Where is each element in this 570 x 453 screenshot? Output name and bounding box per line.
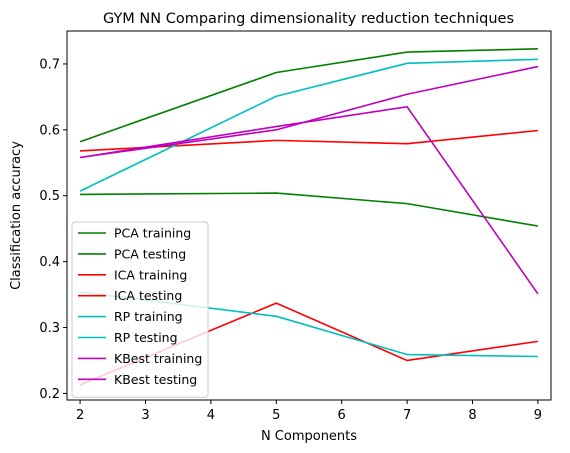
series-line-0: [80, 49, 538, 142]
x-tick-label: 4: [207, 408, 215, 423]
y-tick-label: 0.2: [39, 387, 60, 402]
legend-entry-label: ICA testing: [114, 288, 182, 303]
legend-entry-label: PCA testing: [114, 246, 186, 261]
chart-title: GYM NN Comparing dimensionality reductio…: [103, 11, 514, 27]
y-tick-label: 0.4: [39, 255, 60, 270]
x-axis-label: N Components: [261, 429, 357, 444]
y-axis-label: Classification accuracy: [9, 141, 24, 290]
x-tick-label: 8: [468, 408, 476, 423]
y-axis-ticks: 0.2 0.3 0.4 0.5 0.6 0.7: [39, 57, 67, 401]
y-tick-label: 0.7: [39, 57, 60, 72]
series-line-6: [80, 67, 538, 158]
x-tick-label: 2: [76, 408, 84, 423]
y-tick-label: 0.5: [39, 189, 60, 204]
y-tick-label: 0.6: [39, 123, 60, 138]
y-tick-label: 0.3: [39, 321, 60, 336]
series-line-4: [80, 59, 538, 191]
x-axis-ticks: 2 3 4 5 6 7 8 9: [76, 400, 542, 423]
legend-entry-label: PCA training: [114, 226, 191, 241]
legend-entry-label: RP testing: [114, 330, 178, 345]
x-tick-label: 9: [534, 408, 542, 423]
x-tick-label: 3: [141, 408, 149, 423]
series-line-1: [80, 193, 538, 226]
x-tick-label: 5: [272, 408, 280, 423]
legend-entry-label: KBest training: [114, 351, 202, 366]
x-tick-label: 6: [338, 408, 346, 423]
legend: PCA training PCA testing ICA training ICA t…: [72, 222, 208, 397]
legend-entry-label: RP training: [114, 309, 183, 324]
legend-entry-label: KBest testing: [114, 372, 197, 387]
x-tick-label: 7: [403, 408, 411, 423]
legend-entry-label: ICA training: [114, 267, 187, 282]
